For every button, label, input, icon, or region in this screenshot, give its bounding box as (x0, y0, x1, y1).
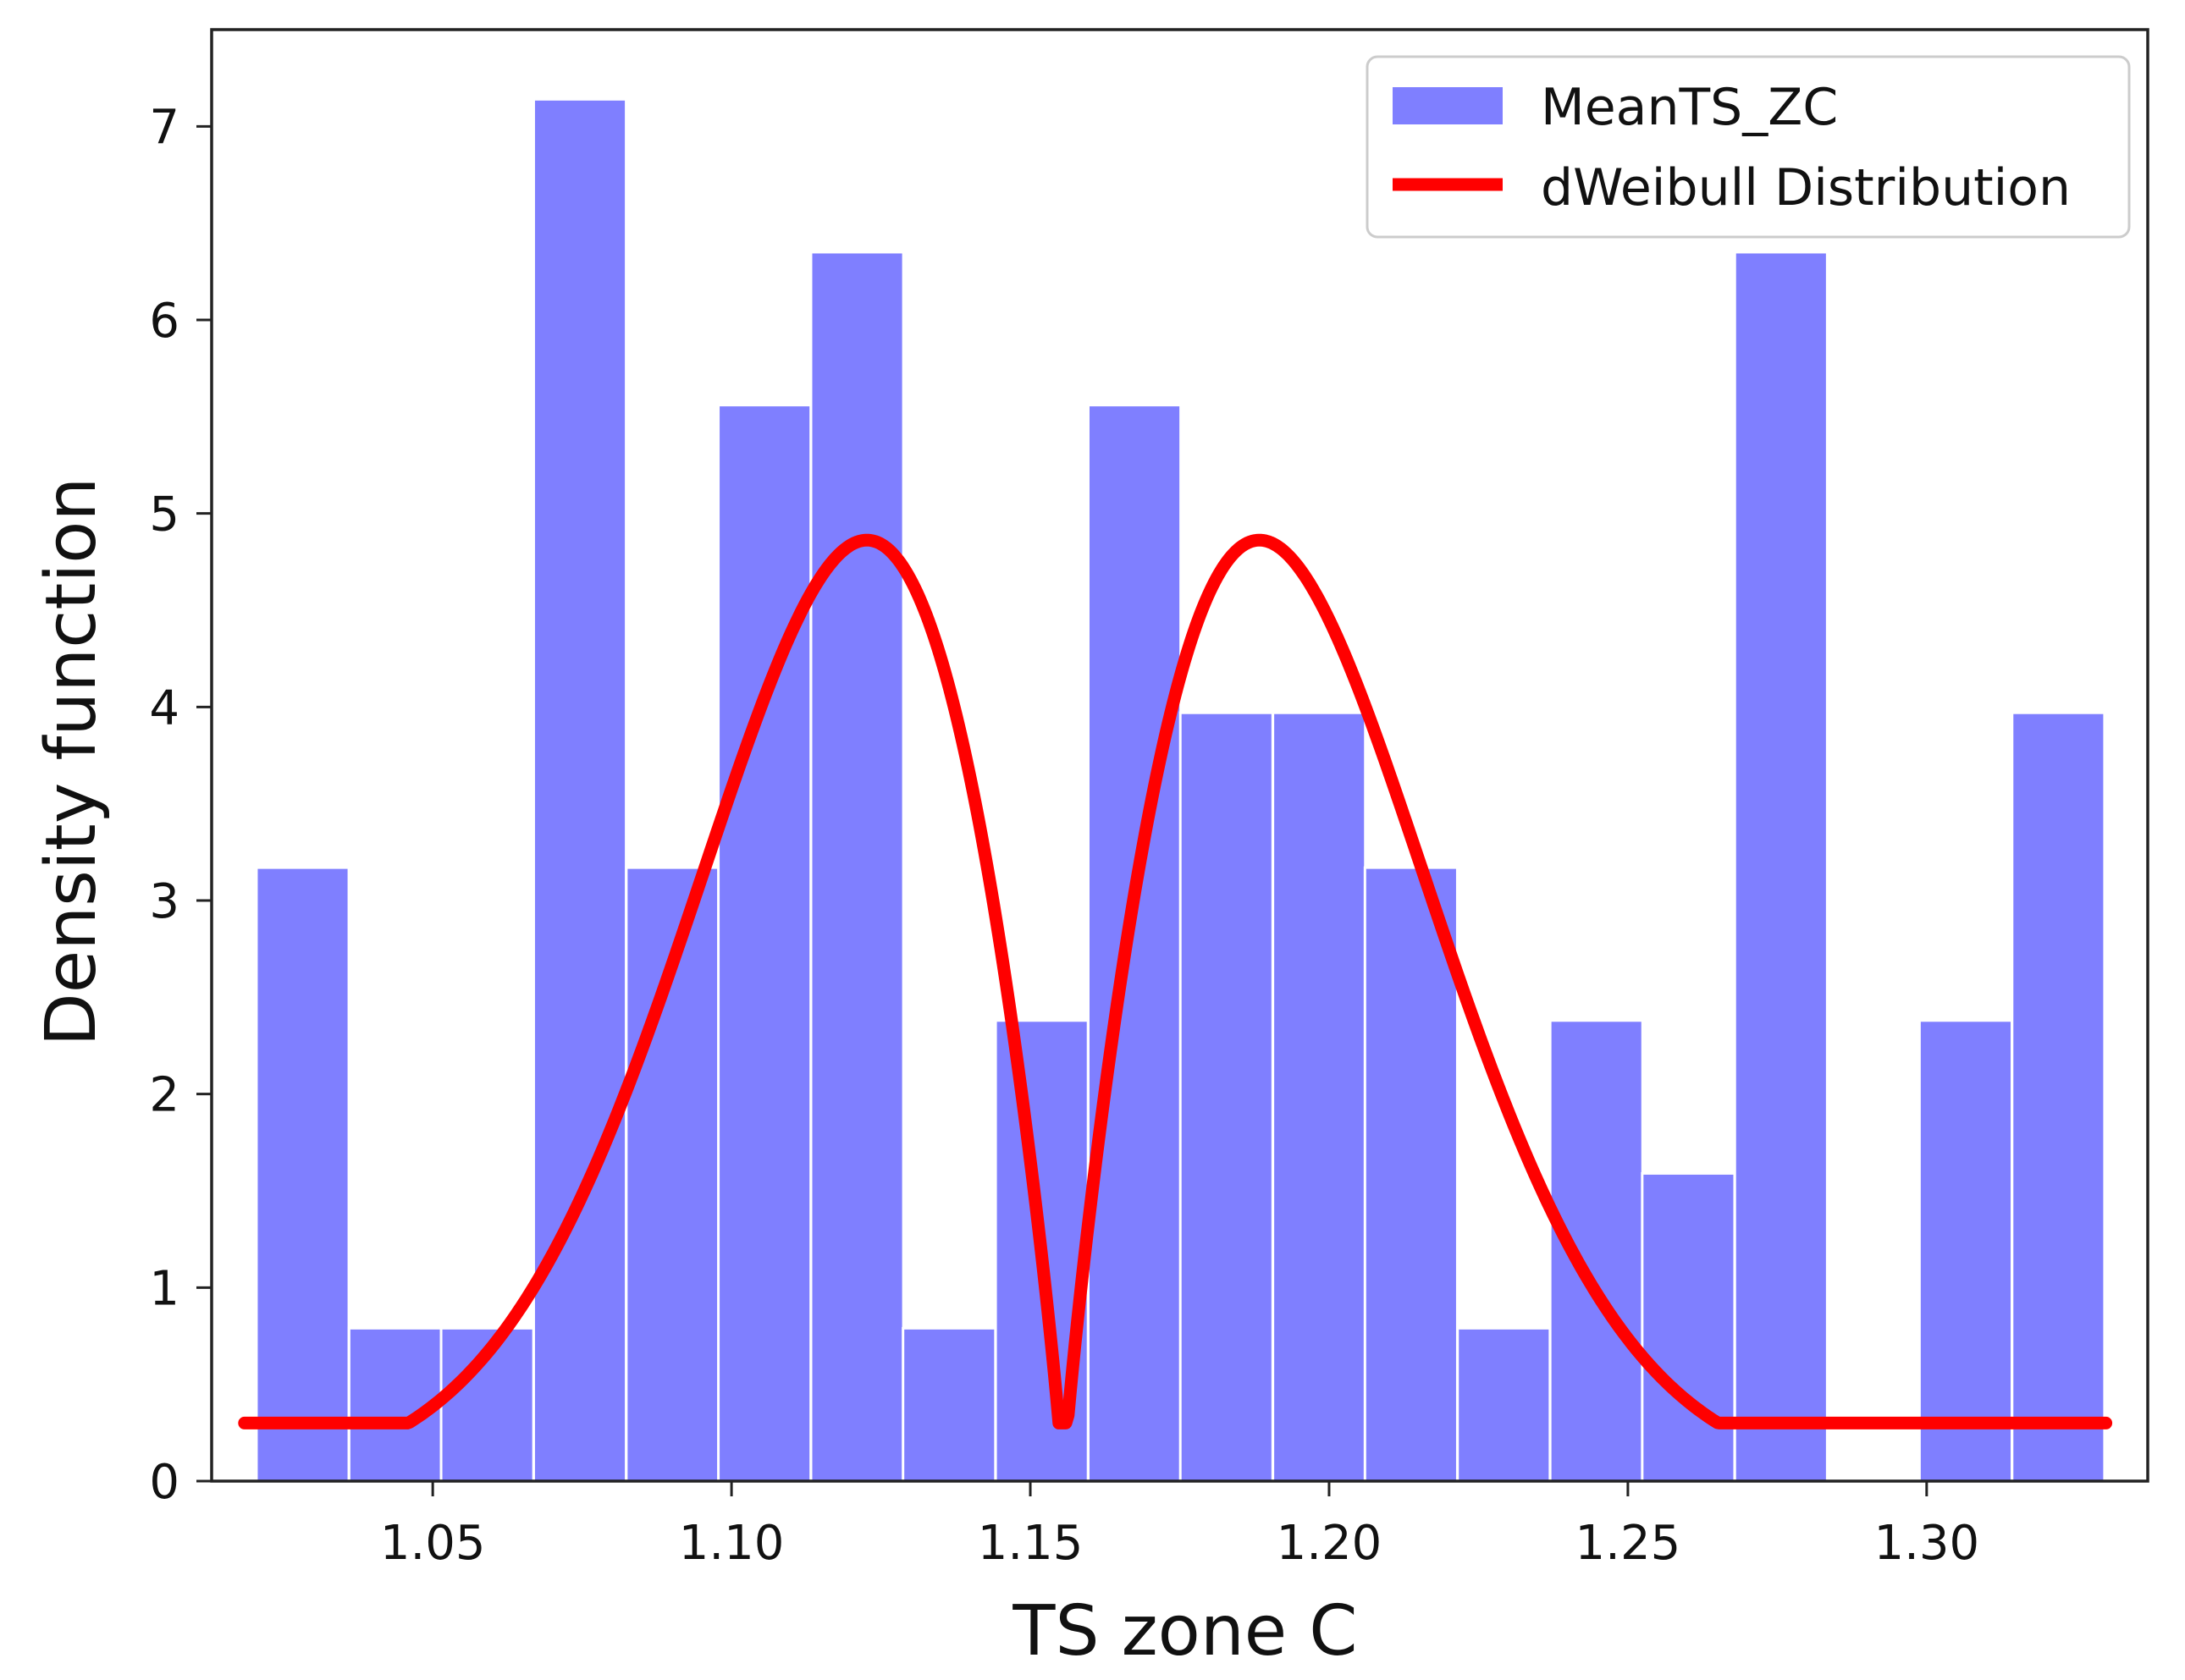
histogram-bar-16 (1641, 1171, 1736, 1483)
histogram-bar-20 (2011, 711, 2106, 1483)
x-tick-label: 1.20 (1277, 1516, 1382, 1571)
histogram-bar-17 (1733, 251, 1829, 1483)
y-tick-label: 0 (149, 1455, 179, 1510)
y-tick-label: 4 (149, 680, 179, 735)
histogram-bar-8 (902, 1326, 997, 1483)
y-tick-label: 3 (149, 874, 179, 929)
histogram-bar-19 (1917, 1019, 2013, 1483)
histogram-bar-6 (717, 404, 813, 1483)
y-tick-label: 2 (149, 1068, 179, 1123)
histogram-bar-14 (1456, 1326, 1552, 1483)
y-axis: 0 1 2 3 4 5 6 7 (149, 100, 212, 1510)
x-tick-label: 1.25 (1575, 1516, 1681, 1571)
y-tick-label: 5 (149, 487, 179, 543)
x-tick-label: 1.05 (380, 1516, 486, 1571)
plot-frame (210, 28, 2149, 1483)
histogram-bar-10 (1087, 404, 1183, 1483)
histogram-bar-11 (1178, 711, 1274, 1483)
legend-frame (1366, 55, 2131, 239)
x-axis: 1.05 1.10 1.15 1.20 1.25 1.30 (380, 1481, 1979, 1571)
legend-swatch-meants-zc (1393, 87, 1503, 124)
y-axis-title: Density function (31, 477, 112, 1047)
y-tick-label: 7 (149, 100, 179, 155)
y-tick-label: 6 (149, 294, 179, 349)
histogram-bar-12 (1272, 711, 1367, 1483)
x-tick-label: 1.30 (1873, 1516, 1979, 1571)
x-tick-label: 1.15 (978, 1516, 1084, 1571)
dweibull-fit-line (238, 533, 2113, 1429)
histogram-bar-15 (1548, 1019, 1644, 1483)
legend: MeanTS_ZC dWeibull Distribution (1366, 55, 2131, 239)
x-tick-label: 1.10 (679, 1516, 785, 1571)
histogram-bar-1 (255, 866, 350, 1483)
x-axis-title: TS zone C (1012, 1591, 1357, 1672)
histogram-bar-7 (809, 251, 905, 1483)
histogram-bars (255, 97, 2106, 1483)
y-tick-label: 1 (149, 1261, 179, 1316)
legend-label-dweibull: dWeibull Distribution (1541, 158, 2071, 218)
legend-label-meants-zc: MeanTS_ZC (1541, 78, 1838, 137)
histogram-bar-13 (1363, 866, 1459, 1483)
